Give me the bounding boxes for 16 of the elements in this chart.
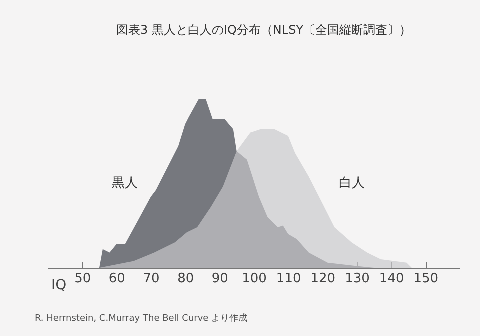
text: R. Herrnstein, C.Murray The Bell Curve より作成 — [35, 313, 248, 324]
x-tick-label: 100 — [242, 272, 267, 286]
x-tick-label: 80 — [178, 272, 194, 286]
x-tick-label: 120 — [310, 272, 336, 286]
x-axis-title: IQ — [52, 278, 67, 294]
x-tick-label: 130 — [345, 272, 370, 286]
chart-title: 図表3 黒人と白人のIQ分布（NLSY〔全国縦断調査〕） — [116, 23, 412, 37]
x-tick-label: 110 — [276, 272, 302, 286]
series-label: 黒人 — [112, 176, 138, 191]
x-tick-label: 60 — [108, 272, 126, 286]
x-tick-label: 140 — [379, 272, 404, 286]
series-label: 白人 — [339, 176, 365, 191]
x-tick-label: 50 — [74, 272, 92, 286]
x-tick-label: 150 — [414, 272, 439, 286]
x-tick-label: 70 — [143, 272, 160, 286]
x-tick-label: 90 — [212, 272, 228, 286]
